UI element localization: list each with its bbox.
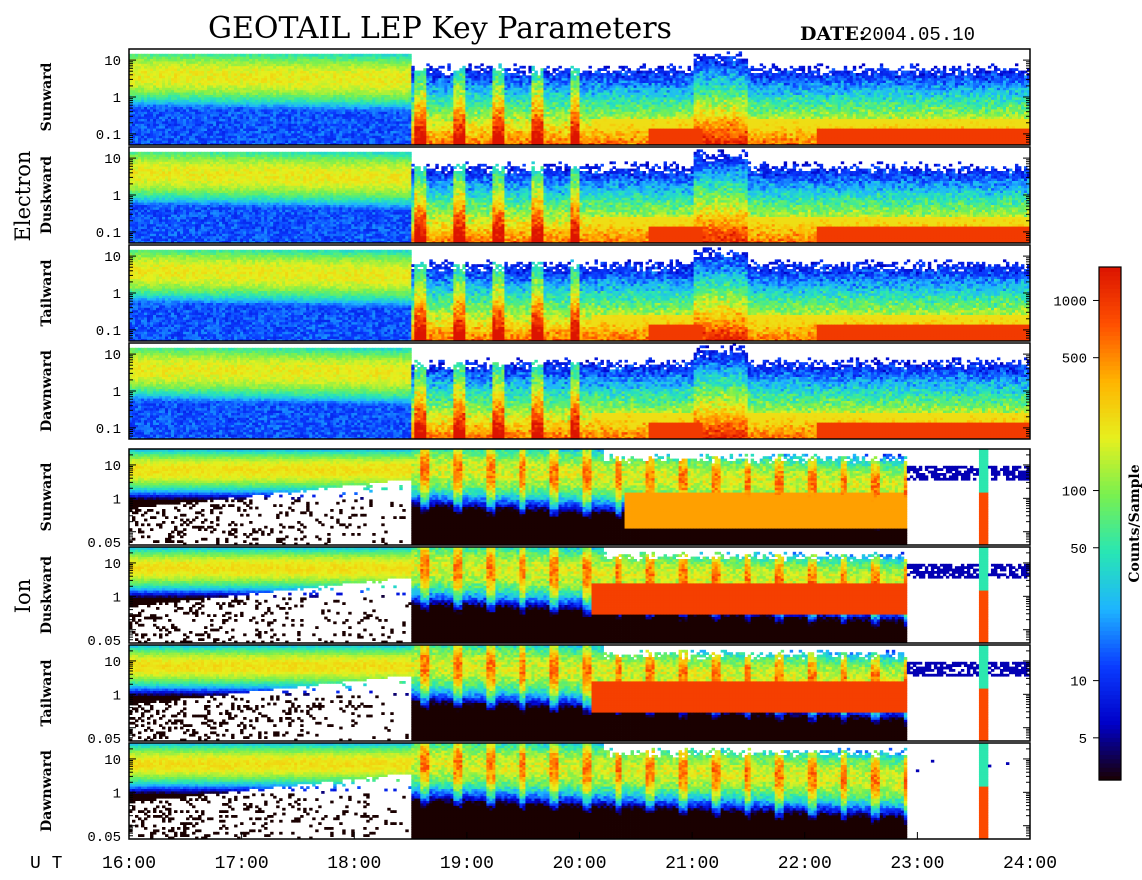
y-tick-label: 1: [113, 189, 121, 205]
y-tick-label: 10: [104, 753, 121, 769]
colorbar-tick-label: 5: [1079, 732, 1087, 748]
y-tick-label: 10: [104, 655, 121, 671]
y-tick-label: 1: [113, 385, 121, 401]
x-tick-label: 21:00: [665, 854, 719, 874]
colorbar-tick-label: 1000: [1053, 294, 1087, 310]
colorbar-tick-label: 500: [1062, 352, 1087, 368]
heatmap-cells: [129, 449, 1030, 545]
group-label-ion: Ion: [11, 579, 35, 613]
y-tick-label: 0.1: [96, 128, 121, 144]
x-tick-label: 20:00: [552, 854, 606, 874]
y-tick-label: 0.05: [87, 830, 121, 846]
y-tick-label: 1: [113, 688, 121, 704]
y-tick-label: 10: [104, 557, 121, 573]
colorbar-label: Counts/Sample: [1127, 464, 1142, 582]
x-tick-label: 19:00: [440, 854, 494, 874]
y-tick-label: 0.1: [96, 422, 121, 438]
chart-title: GEOTAIL LEP Key Parameters: [208, 11, 672, 46]
y-tick-label: 0.05: [87, 634, 121, 650]
y-tick-label: 10: [104, 459, 121, 475]
x-tick-label: 18:00: [327, 854, 381, 874]
y-tick-label: 1: [113, 91, 121, 107]
direction-label: Sunward: [39, 462, 55, 531]
y-tick-label: 1: [113, 492, 121, 508]
group-label-electron: Electron: [11, 151, 35, 242]
direction-label: Dawnward: [39, 350, 55, 432]
y-tick-label: 1: [113, 287, 121, 303]
colorbar-tick-label: 100: [1062, 485, 1087, 501]
x-tick-label: 22:00: [778, 854, 832, 874]
x-tick-label: 17:00: [215, 854, 269, 874]
colorbar-tick-label: 10: [1070, 675, 1087, 691]
panel-electron-duskward: 10 1 0.1 Duskward: [39, 147, 1030, 243]
direction-label: Tailward: [39, 659, 55, 726]
x-tick-label: 24:00: [1003, 854, 1057, 874]
y-tick-label: 1: [113, 590, 121, 606]
x-axis-label: U T: [30, 854, 63, 874]
direction-label: Sunward: [39, 62, 55, 131]
colorbar-tick-label: 50: [1070, 542, 1087, 558]
y-tick-label: 10: [104, 152, 121, 168]
y-tick-label: 0.05: [87, 732, 121, 748]
direction-label: Duskward: [39, 556, 55, 634]
x-tick-label: 16:00: [102, 854, 156, 874]
y-tick-label: 10: [104, 54, 121, 70]
date-value: 2004.05.10: [861, 24, 975, 46]
x-tick-label: 23:00: [890, 854, 944, 874]
direction-label: Duskward: [39, 156, 55, 234]
y-tick-label: 0.1: [96, 226, 121, 242]
y-tick-label: 0.1: [96, 324, 121, 340]
y-tick-label: 1: [113, 786, 121, 802]
direction-label: Dawnward: [39, 750, 55, 832]
direction-label: Tailward: [39, 259, 55, 326]
y-tick-label: 10: [104, 348, 121, 364]
colorbar-gradient: [1099, 267, 1121, 781]
date-label: DATE:: [800, 23, 866, 45]
y-tick-label: 10: [104, 250, 121, 266]
y-tick-label: 0.05: [87, 536, 121, 552]
